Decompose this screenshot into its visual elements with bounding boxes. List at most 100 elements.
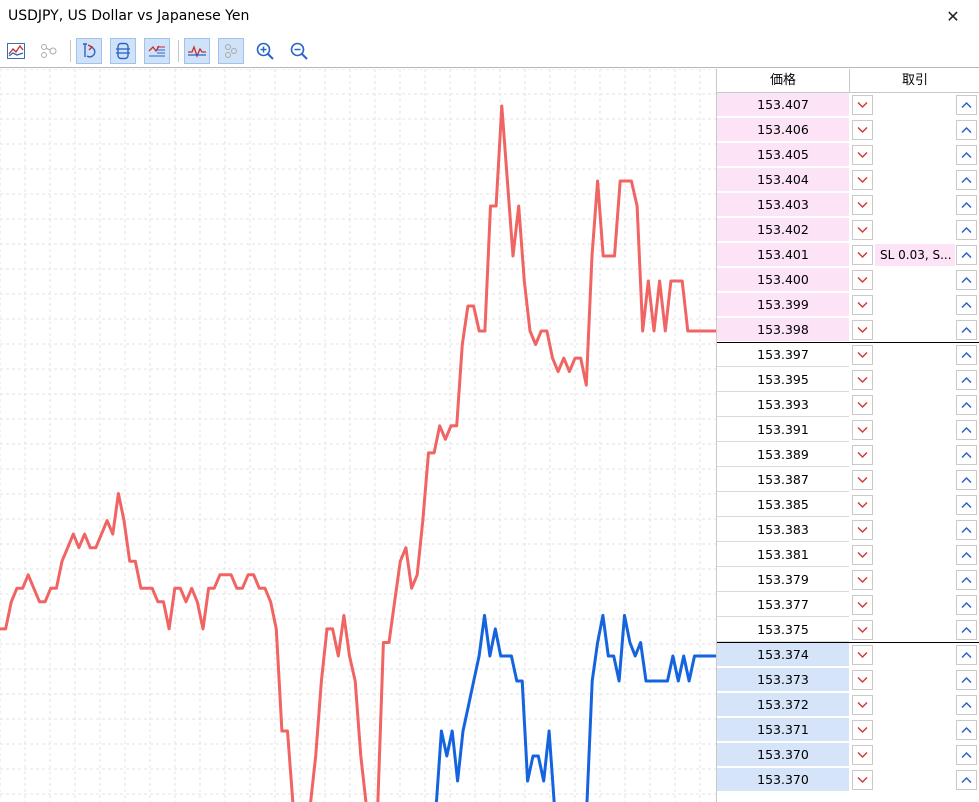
sell-button[interactable] — [852, 195, 873, 215]
sell-button[interactable] — [852, 470, 873, 490]
volumes-button[interactable] — [218, 38, 244, 64]
close-icon[interactable]: ✕ — [946, 7, 960, 26]
buy-button[interactable] — [956, 345, 977, 365]
order-book-button[interactable] — [144, 38, 170, 64]
sell-button[interactable] — [852, 570, 873, 590]
sell-button[interactable] — [852, 495, 873, 515]
buy-button[interactable] — [956, 745, 977, 765]
sell-button[interactable] — [852, 595, 873, 615]
sell-button[interactable] — [852, 420, 873, 440]
buy-button[interactable] — [956, 170, 977, 190]
price-level: 153.402 — [717, 218, 849, 242]
buy-button[interactable] — [956, 195, 977, 215]
buy-button[interactable] — [956, 120, 977, 140]
chevron-down-icon — [857, 426, 868, 434]
sell-button[interactable] — [852, 720, 873, 740]
sell-button[interactable] — [852, 770, 873, 790]
chevron-down-icon — [857, 476, 868, 484]
buy-button[interactable] — [956, 220, 977, 240]
buy-button[interactable] — [956, 495, 977, 515]
chart-grid — [0, 69, 716, 802]
sell-button[interactable] — [852, 645, 873, 665]
buy-button[interactable] — [956, 145, 977, 165]
sell-button[interactable] — [852, 370, 873, 390]
price-row: 153.370 — [717, 768, 979, 793]
toolbar — [0, 34, 979, 68]
price-row: 153.407 — [717, 93, 979, 118]
sell-button[interactable] — [852, 620, 873, 640]
price-row: 153.375 — [717, 618, 979, 643]
pending-order-label[interactable]: SL 0.03, S... — [875, 244, 955, 266]
auto-scroll-button[interactable] — [76, 38, 102, 64]
chart-shift-button[interactable] — [110, 38, 136, 64]
sell-button[interactable] — [852, 220, 873, 240]
buy-button[interactable] — [956, 295, 977, 315]
sell-button[interactable] — [852, 270, 873, 290]
buy-button[interactable] — [956, 770, 977, 790]
price-level: 153.379 — [717, 568, 849, 592]
sell-button[interactable] — [852, 320, 873, 340]
chevron-up-icon — [961, 476, 972, 484]
buy-button[interactable] — [956, 620, 977, 640]
price-row: 153.370 — [717, 743, 979, 768]
price-row: 153.372 — [717, 693, 979, 718]
zoom-in-button[interactable] — [252, 38, 278, 64]
buy-button[interactable] — [956, 95, 977, 115]
chart-series — [0, 104, 716, 802]
chevron-up-icon — [961, 376, 972, 384]
price-level: 153.383 — [717, 518, 849, 542]
buy-button[interactable] — [956, 270, 977, 290]
chevron-up-icon — [961, 401, 972, 409]
chevron-up-icon — [961, 551, 972, 559]
sell-button[interactable] — [852, 95, 873, 115]
buy-button[interactable] — [956, 645, 977, 665]
buy-button[interactable] — [956, 570, 977, 590]
buy-button[interactable] — [956, 470, 977, 490]
sell-button[interactable] — [852, 545, 873, 565]
buy-button[interactable] — [956, 420, 977, 440]
buy-button[interactable] — [956, 320, 977, 340]
chevron-down-icon — [857, 176, 868, 184]
sell-button[interactable] — [852, 695, 873, 715]
buy-button[interactable] — [956, 370, 977, 390]
zoom-out-button[interactable] — [286, 38, 312, 64]
buy-button[interactable] — [956, 545, 977, 565]
sell-button[interactable] — [852, 170, 873, 190]
buy-button[interactable] — [956, 445, 977, 465]
chevron-down-icon — [857, 201, 868, 209]
buy-button[interactable] — [956, 695, 977, 715]
chevron-down-icon — [857, 226, 868, 234]
ticks-button[interactable] — [184, 38, 210, 64]
sell-button[interactable] — [852, 245, 873, 265]
chart-button[interactable] — [3, 38, 29, 64]
price-level: 153.405 — [717, 143, 849, 167]
sell-button[interactable] — [852, 670, 873, 690]
volumes-icon — [225, 44, 237, 58]
buy-button[interactable] — [956, 595, 977, 615]
depth-of-market-button[interactable] — [36, 38, 62, 64]
chevron-up-icon — [961, 626, 972, 634]
sell-button[interactable] — [852, 120, 873, 140]
buy-button[interactable] — [956, 520, 977, 540]
chevron-up-icon — [961, 176, 972, 184]
chevron-up-icon — [961, 601, 972, 609]
price-column-header[interactable]: 価格 — [717, 69, 850, 93]
trade-column-header[interactable]: 取引 — [850, 69, 979, 93]
sell-button[interactable] — [852, 145, 873, 165]
buy-button[interactable] — [956, 245, 977, 265]
price-level: 153.391 — [717, 418, 849, 442]
tick-chart[interactable] — [0, 69, 716, 802]
chevron-up-icon — [961, 526, 972, 534]
sell-button[interactable] — [852, 520, 873, 540]
sell-button[interactable] — [852, 345, 873, 365]
sell-button[interactable] — [852, 745, 873, 765]
chevron-up-icon — [961, 576, 972, 584]
sell-button[interactable] — [852, 395, 873, 415]
sell-button[interactable] — [852, 445, 873, 465]
buy-button[interactable] — [956, 720, 977, 740]
buy-button[interactable] — [956, 670, 977, 690]
price-row: 153.381 — [717, 543, 979, 568]
buy-button[interactable] — [956, 395, 977, 415]
spread-divider — [717, 342, 979, 343]
sell-button[interactable] — [852, 295, 873, 315]
